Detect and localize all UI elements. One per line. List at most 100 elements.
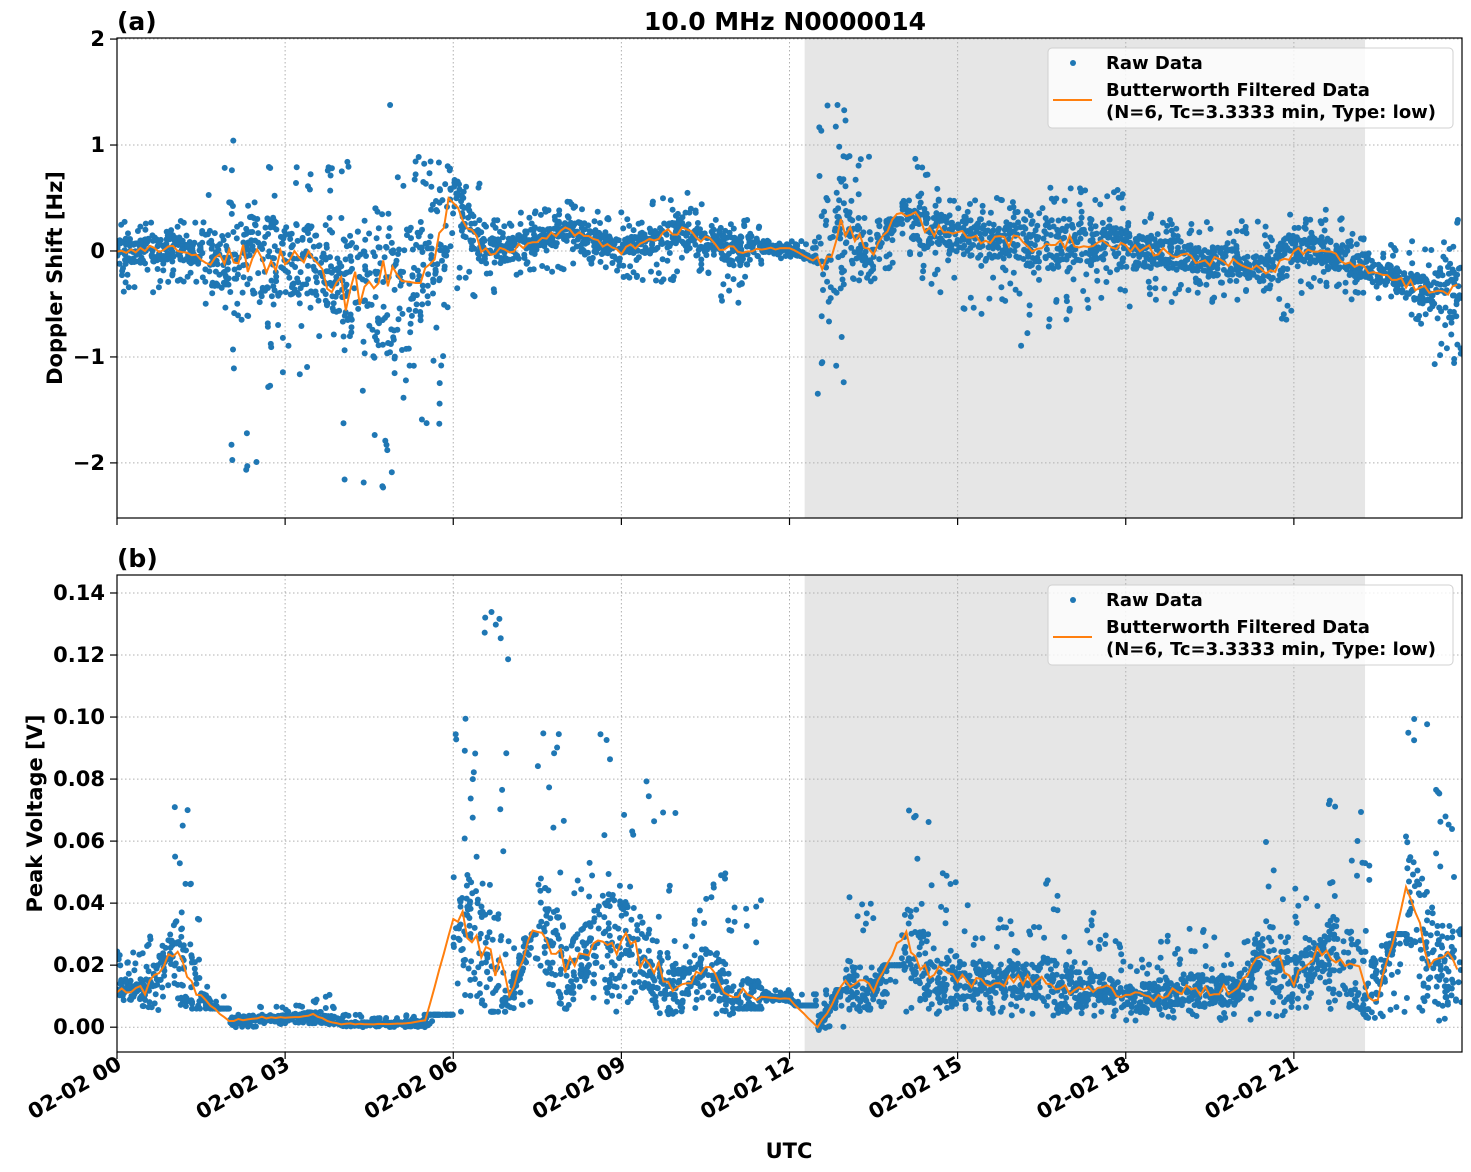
raw-point <box>1168 299 1175 305</box>
raw-point <box>486 909 493 916</box>
raw-point <box>467 976 474 983</box>
raw-point <box>245 247 252 253</box>
raw-point <box>1080 288 1087 294</box>
raw-point <box>459 895 466 901</box>
raw-point <box>1043 230 1050 237</box>
raw-point <box>1457 350 1462 357</box>
raw-point <box>1022 247 1029 254</box>
raw-point <box>557 869 564 876</box>
raw-point <box>293 180 299 186</box>
raw-point <box>442 181 449 188</box>
raw-point <box>1322 216 1329 223</box>
raw-point <box>1233 228 1240 234</box>
raw-point <box>145 1004 152 1011</box>
raw-point <box>1343 266 1350 273</box>
raw-point <box>1077 257 1084 264</box>
raw-point <box>1324 257 1331 263</box>
raw-point <box>554 907 560 914</box>
raw-point <box>1171 238 1178 245</box>
raw-point <box>1431 300 1438 307</box>
raw-point <box>545 887 552 894</box>
raw-point <box>184 807 191 814</box>
raw-point <box>450 210 457 217</box>
raw-point <box>1417 294 1424 301</box>
raw-point <box>160 993 166 1000</box>
raw-point <box>139 950 146 957</box>
raw-point <box>417 312 424 319</box>
raw-point <box>856 277 863 284</box>
raw-point <box>555 218 562 225</box>
raw-point <box>834 102 841 108</box>
raw-point <box>626 952 633 958</box>
raw-point <box>468 239 475 246</box>
raw-point <box>1146 291 1153 298</box>
raw-point <box>146 999 153 1006</box>
raw-point <box>366 270 373 277</box>
raw-point <box>889 237 896 244</box>
raw-point <box>416 272 423 279</box>
raw-point <box>240 274 247 281</box>
raw-point <box>470 213 477 220</box>
raw-point <box>653 261 660 268</box>
raw-point <box>326 214 333 221</box>
raw-point <box>835 205 842 212</box>
raw-point <box>926 240 933 247</box>
raw-point <box>1408 270 1414 277</box>
raw-point <box>818 360 825 367</box>
raw-point <box>726 927 733 933</box>
raw-point <box>199 228 206 234</box>
raw-point <box>415 154 422 160</box>
raw-point <box>1422 246 1429 253</box>
raw-point <box>142 226 149 233</box>
raw-point <box>578 971 585 978</box>
raw-point <box>1050 265 1057 272</box>
raw-point <box>782 253 789 259</box>
raw-point <box>1002 224 1009 231</box>
raw-point <box>445 1011 452 1018</box>
raw-point <box>212 268 219 275</box>
raw-point <box>1438 340 1445 347</box>
raw-point <box>583 971 590 978</box>
raw-point <box>829 233 836 240</box>
raw-point <box>320 287 327 294</box>
raw-point <box>466 268 473 275</box>
raw-point <box>360 479 367 486</box>
raw-point <box>649 984 656 991</box>
raw-point <box>923 220 930 227</box>
raw-point <box>650 246 657 253</box>
raw-point <box>122 279 129 286</box>
raw-point <box>637 913 644 920</box>
raw-point <box>678 1008 685 1015</box>
raw-point <box>639 277 646 283</box>
raw-point <box>328 263 334 270</box>
raw-point <box>499 230 506 237</box>
raw-point <box>655 913 662 920</box>
raw-point <box>384 447 391 454</box>
raw-point <box>1007 280 1014 287</box>
raw-point <box>649 990 656 997</box>
raw-point <box>402 377 409 384</box>
raw-point <box>1317 277 1324 284</box>
raw-point <box>670 277 676 284</box>
raw-point <box>1126 303 1133 310</box>
raw-point <box>704 948 711 955</box>
raw-point <box>593 241 600 248</box>
raw-point <box>818 313 825 320</box>
raw-point <box>960 251 967 258</box>
raw-point <box>865 271 872 278</box>
raw-point <box>645 947 652 954</box>
raw-point <box>304 364 311 370</box>
raw-point <box>1270 263 1277 270</box>
raw-point <box>596 911 603 918</box>
panel-b: 0.000.020.040.060.080.100.120.14(b)Peak … <box>23 544 1463 1059</box>
raw-point <box>303 281 310 288</box>
raw-point <box>1234 296 1241 303</box>
raw-point <box>912 155 919 162</box>
raw-point <box>1045 323 1052 330</box>
raw-point <box>125 230 131 237</box>
raw-point <box>547 226 554 232</box>
raw-point <box>1394 265 1401 272</box>
raw-point <box>1136 233 1143 240</box>
raw-point <box>388 239 395 246</box>
raw-point <box>434 261 441 268</box>
